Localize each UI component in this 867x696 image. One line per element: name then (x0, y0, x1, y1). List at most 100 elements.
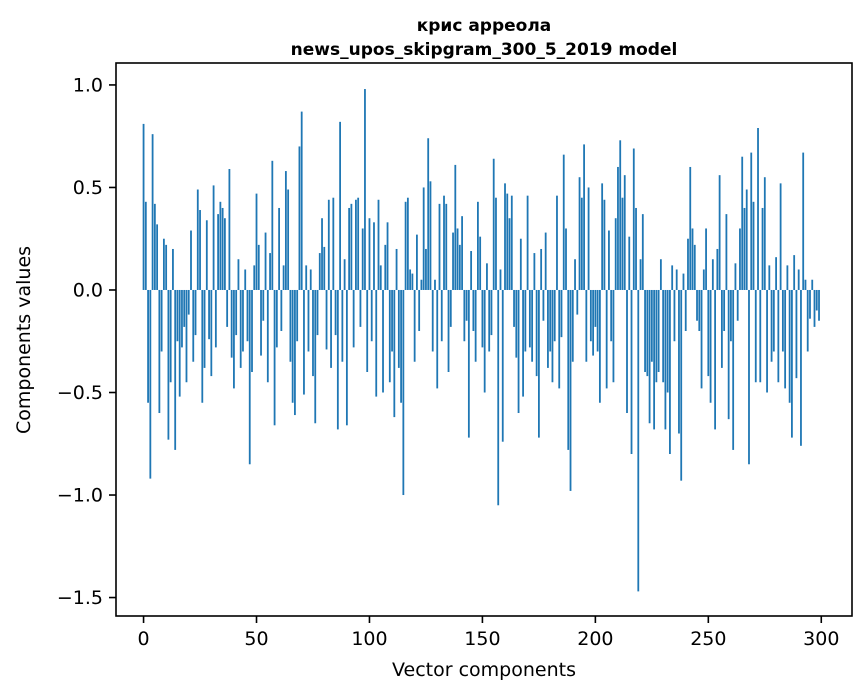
bar (553, 289, 556, 342)
bar (802, 152, 805, 290)
bar (255, 193, 258, 290)
bar (720, 289, 723, 368)
bar (203, 289, 206, 368)
bar (400, 289, 402, 403)
bar (752, 201, 755, 290)
bar (253, 265, 256, 290)
bar (388, 289, 391, 383)
x-axis-label: Vector components (392, 659, 576, 681)
bar (223, 218, 226, 290)
bar (621, 197, 624, 290)
bar (800, 289, 802, 446)
bar (603, 199, 606, 290)
bar (447, 289, 450, 372)
bar (431, 289, 434, 352)
bar (370, 289, 373, 342)
bar (199, 210, 201, 290)
bar (748, 289, 750, 465)
bar (452, 232, 454, 290)
bar (795, 289, 798, 379)
bar (355, 199, 357, 290)
bar (544, 232, 547, 290)
bar (567, 289, 570, 450)
bar (382, 289, 384, 393)
bar (287, 189, 290, 290)
bar (574, 259, 576, 290)
y-axis-label: Components values (13, 246, 35, 434)
y-ticks (109, 84, 116, 599)
bar (578, 177, 581, 290)
bar (327, 199, 330, 290)
bar (653, 289, 656, 430)
bar (165, 244, 168, 290)
bar (757, 128, 759, 290)
bar (239, 289, 242, 368)
bar (185, 289, 188, 383)
x-tick-label: 150 (464, 628, 500, 650)
bar (562, 154, 565, 290)
bar (540, 248, 543, 290)
bar (194, 289, 197, 336)
bar (556, 195, 558, 290)
bar (709, 289, 712, 403)
bar (477, 201, 479, 290)
bar (486, 263, 488, 290)
bar (784, 289, 787, 389)
bars (142, 89, 820, 592)
bar (280, 289, 283, 331)
bar (316, 289, 319, 336)
bar (777, 289, 780, 383)
bar (142, 123, 145, 290)
bar (375, 289, 378, 397)
y-tick-label: −1.5 (57, 587, 103, 609)
bar (467, 289, 470, 438)
bar (781, 289, 784, 352)
x-tick-label: 0 (138, 628, 150, 650)
bar (144, 201, 147, 290)
bar (569, 289, 572, 491)
bar (818, 289, 820, 321)
bar (741, 156, 744, 290)
bar (761, 207, 764, 290)
bar (201, 289, 204, 403)
bar (723, 289, 726, 331)
bar (601, 183, 604, 290)
bar (515, 289, 518, 358)
bar (786, 265, 789, 290)
bar (788, 289, 791, 403)
bar (811, 279, 814, 290)
bar (391, 289, 393, 352)
bar (565, 228, 567, 290)
bar (551, 289, 554, 383)
bar (167, 289, 170, 440)
bar (481, 289, 484, 348)
bar (352, 289, 355, 348)
bar (309, 269, 312, 290)
bar (427, 138, 430, 290)
bar (580, 197, 583, 290)
bar (650, 289, 653, 362)
bar (425, 248, 427, 290)
bar (244, 269, 247, 290)
bar (734, 263, 737, 290)
bar (379, 265, 382, 290)
bar (535, 289, 538, 377)
bar (366, 289, 369, 372)
bar (332, 197, 335, 290)
bar (217, 214, 220, 290)
x-ticks (142, 616, 823, 623)
bar (233, 289, 235, 389)
bar (251, 289, 253, 372)
bar (617, 166, 619, 290)
bar (364, 89, 366, 290)
bar (345, 289, 348, 426)
bar (716, 248, 719, 290)
bar (479, 236, 482, 290)
x-tick-label: 200 (577, 628, 613, 650)
bar (438, 203, 441, 290)
bar (162, 238, 165, 290)
bar (289, 289, 292, 362)
bar (318, 253, 321, 290)
bar (754, 289, 757, 383)
bar (242, 289, 244, 352)
